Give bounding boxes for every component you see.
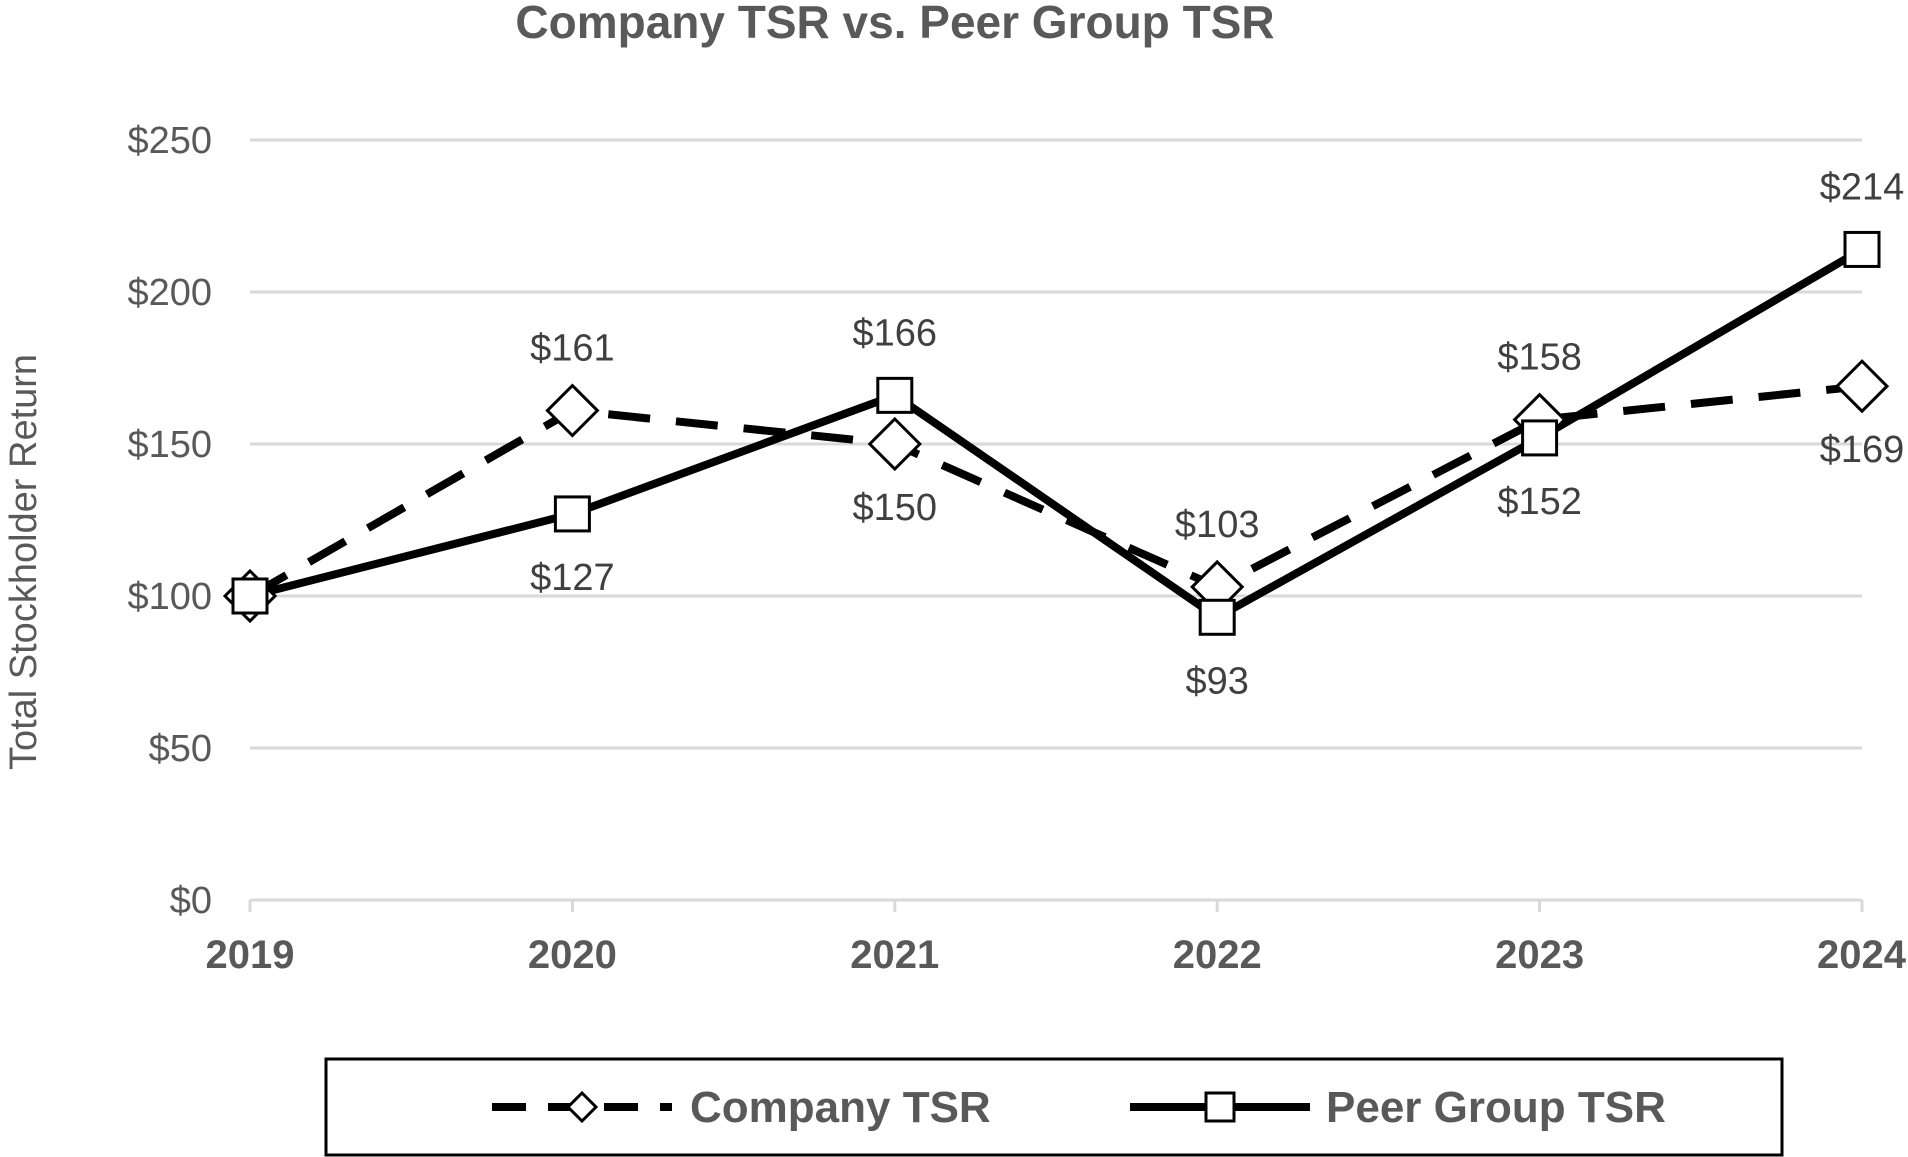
data-label: $103 [1175, 504, 1260, 546]
company-marker-point [545, 383, 600, 438]
legend-company-label: Company TSR [690, 1083, 991, 1132]
data-label: $214 [1820, 166, 1905, 208]
data-label: $150 [853, 487, 938, 529]
x-tick-label: 2023 [1495, 933, 1584, 977]
peer-marker-point [1198, 598, 1236, 636]
y-tick-label: $200 [127, 272, 212, 314]
company-marker-point [1834, 359, 1890, 414]
legend-item-peer: Peer Group TSR [1130, 1083, 1666, 1132]
data-label: $161 [530, 328, 615, 370]
legend-item-company: Company TSR [492, 1083, 991, 1132]
legend-company-marker [565, 1090, 599, 1124]
data-label: $93 [1185, 660, 1248, 702]
peer-marker-point [231, 577, 269, 615]
x-axis: 2019 2020 2021 2022 2023 2024 [206, 898, 1907, 977]
data-label: $152 [1497, 481, 1582, 523]
data-label: $166 [853, 312, 938, 354]
data-label: $158 [1497, 337, 1582, 379]
x-tick-label: 2020 [528, 933, 617, 977]
x-tick-label: 2022 [1173, 933, 1262, 977]
x-tick-label: 2021 [850, 933, 939, 977]
chart-title: Company TSR vs. Peer Group TSR [515, 0, 1274, 48]
y-tick-label: $250 [127, 120, 212, 162]
y-axis-label: Total Stockholder Return [3, 354, 45, 770]
legend-peer-marker [1204, 1091, 1236, 1123]
y-tick-label: $150 [127, 424, 212, 466]
peer-marker-point [1843, 230, 1881, 268]
company-marker-point [867, 416, 922, 472]
series-line-company [248, 382, 1863, 600]
peer-marker-point [553, 495, 591, 533]
peer-marker-point [876, 376, 914, 414]
peer-marker-point [1521, 419, 1559, 457]
y-tick-label: $100 [127, 576, 212, 618]
series-line-peer [249, 245, 1865, 622]
x-tick-label: 2024 [1817, 933, 1907, 977]
legend-peer-label: Peer Group TSR [1326, 1083, 1666, 1132]
x-tick-label: 2019 [206, 933, 295, 977]
y-tick-label: $0 [170, 880, 212, 922]
y-axis-ticks: $0 $50 $100 $150 $200 $250 [127, 120, 212, 922]
data-label: $127 [530, 557, 615, 599]
data-label: $169 [1820, 429, 1905, 471]
legend: Company TSR Peer Group TSR [324, 1057, 1784, 1157]
y-tick-label: $50 [149, 728, 212, 770]
data-labels: $161 $150 $103 $158 $169 $127 $166 $93 $152 $214 [530, 166, 1904, 702]
gridlines [250, 138, 1862, 750]
series-lines [248, 245, 1865, 622]
series-markers [222, 230, 1890, 636]
